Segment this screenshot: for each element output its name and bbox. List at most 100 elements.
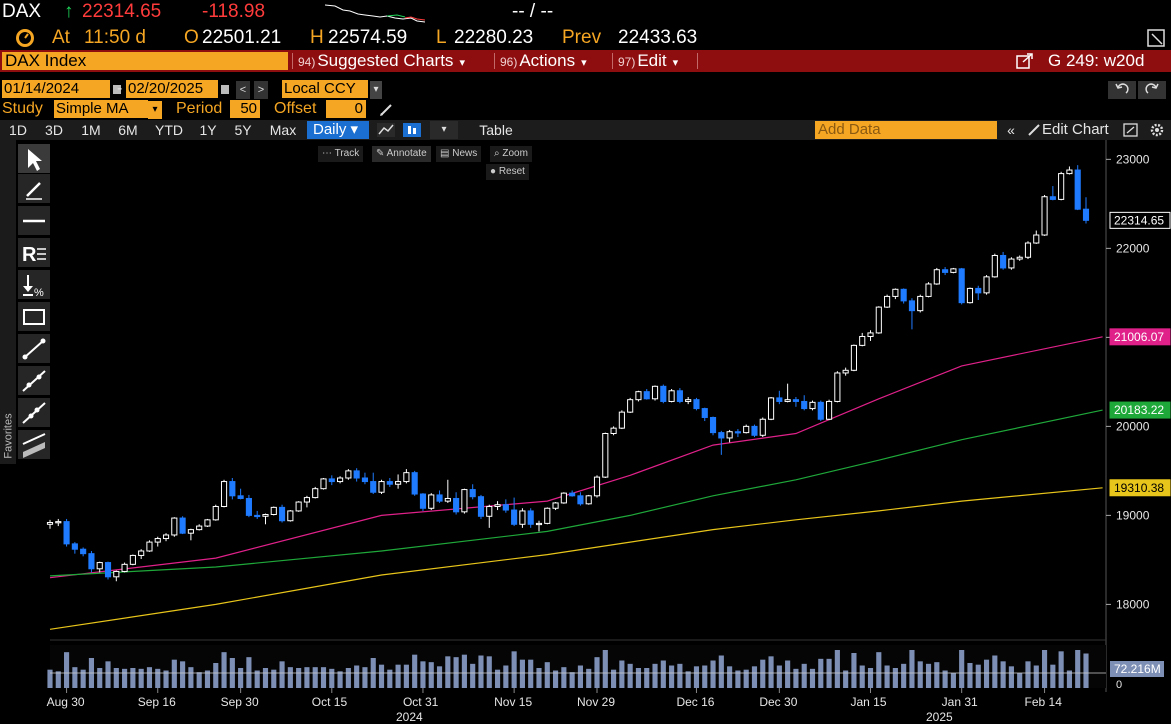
period-6m[interactable]: 6M	[118, 122, 138, 138]
offset-input[interactable]: 0	[326, 100, 366, 118]
next-range-button[interactable]: >	[254, 81, 268, 99]
favorites-tab[interactable]: Favorites	[0, 140, 16, 464]
add-data-input[interactable]: Add Data	[815, 121, 997, 139]
end-date-input[interactable]: 02/20/2025	[126, 80, 218, 98]
export-icon[interactable]	[1016, 53, 1034, 69]
period-1y[interactable]: 1Y	[199, 122, 217, 138]
gear-icon[interactable]	[1148, 122, 1166, 138]
edit-chart-button[interactable]: Edit Chart	[1042, 121, 1109, 138]
horizontal-line-tool[interactable]	[18, 206, 50, 236]
candle	[237, 488, 244, 500]
candle-body	[618, 411, 625, 429]
candle	[295, 501, 302, 512]
candle	[875, 306, 882, 334]
period-max[interactable]: Max	[269, 122, 297, 138]
open-label: O	[184, 27, 199, 48]
quote-line-1: DAX ↑ 22314.65 -118.98 -- / --	[0, 0, 1171, 26]
undo-button[interactable]	[1108, 81, 1136, 99]
candle	[262, 513, 269, 525]
x-tick-label: Nov 29	[577, 695, 615, 709]
collapse-icon[interactable]: «	[1007, 122, 1015, 138]
prev-range-button[interactable]: <	[236, 81, 250, 99]
candle-body	[834, 372, 841, 402]
table-button[interactable]: Table	[479, 122, 513, 138]
zoom-button[interactable]: ⌕ Zoom	[490, 146, 532, 162]
chart-settings-icon[interactable]	[1122, 122, 1140, 138]
volume-bar	[1050, 664, 1056, 688]
retracement-tool[interactable]: R	[18, 238, 50, 268]
candle	[138, 549, 145, 560]
candle	[1024, 241, 1032, 260]
percent-change-tool[interactable]: %	[18, 270, 50, 300]
period-ytd[interactable]: YTD	[155, 122, 183, 138]
chevron-down-icon[interactable]: ▾	[370, 81, 382, 99]
news-button[interactable]: ▤ News	[436, 146, 482, 162]
actions-menu[interactable]: 96) Actions ▾	[500, 51, 587, 70]
volume-bar	[428, 662, 434, 688]
candlestick-icon[interactable]	[402, 122, 422, 138]
last-label-ma_long: 19310.38	[1109, 479, 1171, 497]
volume-bar	[1025, 661, 1031, 688]
volume-bar	[345, 668, 351, 688]
pencil-icon[interactable]	[378, 102, 394, 118]
calendar-icon[interactable]	[220, 83, 230, 95]
at-label: At	[52, 27, 70, 48]
channel-tool[interactable]	[18, 430, 50, 460]
start-date-input[interactable]: 01/14/2024	[2, 80, 110, 98]
volume-bar	[743, 669, 749, 688]
ray-tool[interactable]	[18, 366, 50, 396]
volume-bar	[378, 664, 385, 688]
security-field[interactable]: DAX Index	[2, 52, 288, 70]
reset-button[interactable]: ● Reset	[486, 164, 529, 180]
chevron-down-icon[interactable]: ▾	[148, 101, 162, 119]
period-1m[interactable]: 1M	[81, 122, 101, 138]
candle	[96, 561, 103, 573]
last-price: 22314.65	[82, 1, 162, 22]
trendline-tool[interactable]	[18, 334, 50, 364]
calendar-icon[interactable]	[112, 83, 122, 95]
candle-body	[270, 506, 277, 515]
period-input[interactable]: 50	[230, 100, 260, 118]
popout-icon[interactable]	[1146, 28, 1168, 48]
volume-bar	[809, 668, 816, 688]
volume-bar	[801, 663, 807, 688]
ma-line-mid	[49, 409, 1103, 577]
study-select[interactable]: Simple MA	[54, 100, 148, 118]
volume-bar	[72, 667, 78, 688]
volume-bar	[942, 670, 948, 688]
redo-button[interactable]	[1138, 81, 1166, 99]
candle	[792, 397, 799, 407]
y-tick-label: 22000	[1116, 241, 1150, 255]
track-button[interactable]: ⋯ Track	[318, 146, 364, 162]
svg-text:R: R	[22, 244, 37, 266]
candle	[809, 400, 816, 411]
suggested-charts-menu[interactable]: 94) Suggested Charts ▾	[298, 51, 465, 70]
candle-body	[353, 470, 360, 479]
select-tool[interactable]	[18, 144, 50, 174]
price-chart[interactable]: 180001900020000210002200023000 22314.652…	[0, 140, 1171, 724]
candle-body	[162, 534, 170, 540]
candle-body	[229, 481, 236, 497]
candle	[1041, 194, 1048, 236]
rectangle-tool[interactable]	[18, 302, 50, 332]
period-toolbar: 1D 3D 1M 6M YTD 1Y 5Y Max Daily ▾ ▾ Tabl…	[0, 120, 1171, 140]
candle-body	[660, 385, 667, 402]
study-label: Study	[2, 100, 43, 117]
candle	[71, 542, 78, 554]
edit-menu[interactable]: 97) Edit ▾	[618, 51, 679, 70]
period-3d[interactable]: 3D	[45, 122, 63, 138]
volume-bar	[901, 663, 907, 688]
period-5y[interactable]: 5Y	[234, 122, 252, 138]
annotate-button[interactable]: ✎ Annotate	[372, 146, 431, 162]
pencil-icon[interactable]	[1026, 123, 1042, 137]
currency-select[interactable]: Local CCY	[282, 80, 368, 98]
period-1d[interactable]: 1D	[9, 122, 27, 138]
candle-body	[204, 519, 211, 527]
volume-bar	[536, 668, 542, 688]
extended-line-tool[interactable]	[18, 398, 50, 428]
chart-type-dropdown[interactable]: ▾	[430, 121, 458, 139]
line-chart-icon[interactable]	[376, 122, 396, 138]
frequency-select[interactable]: Daily ▾	[307, 121, 369, 139]
candle	[925, 282, 932, 298]
pen-tool[interactable]	[18, 174, 50, 204]
